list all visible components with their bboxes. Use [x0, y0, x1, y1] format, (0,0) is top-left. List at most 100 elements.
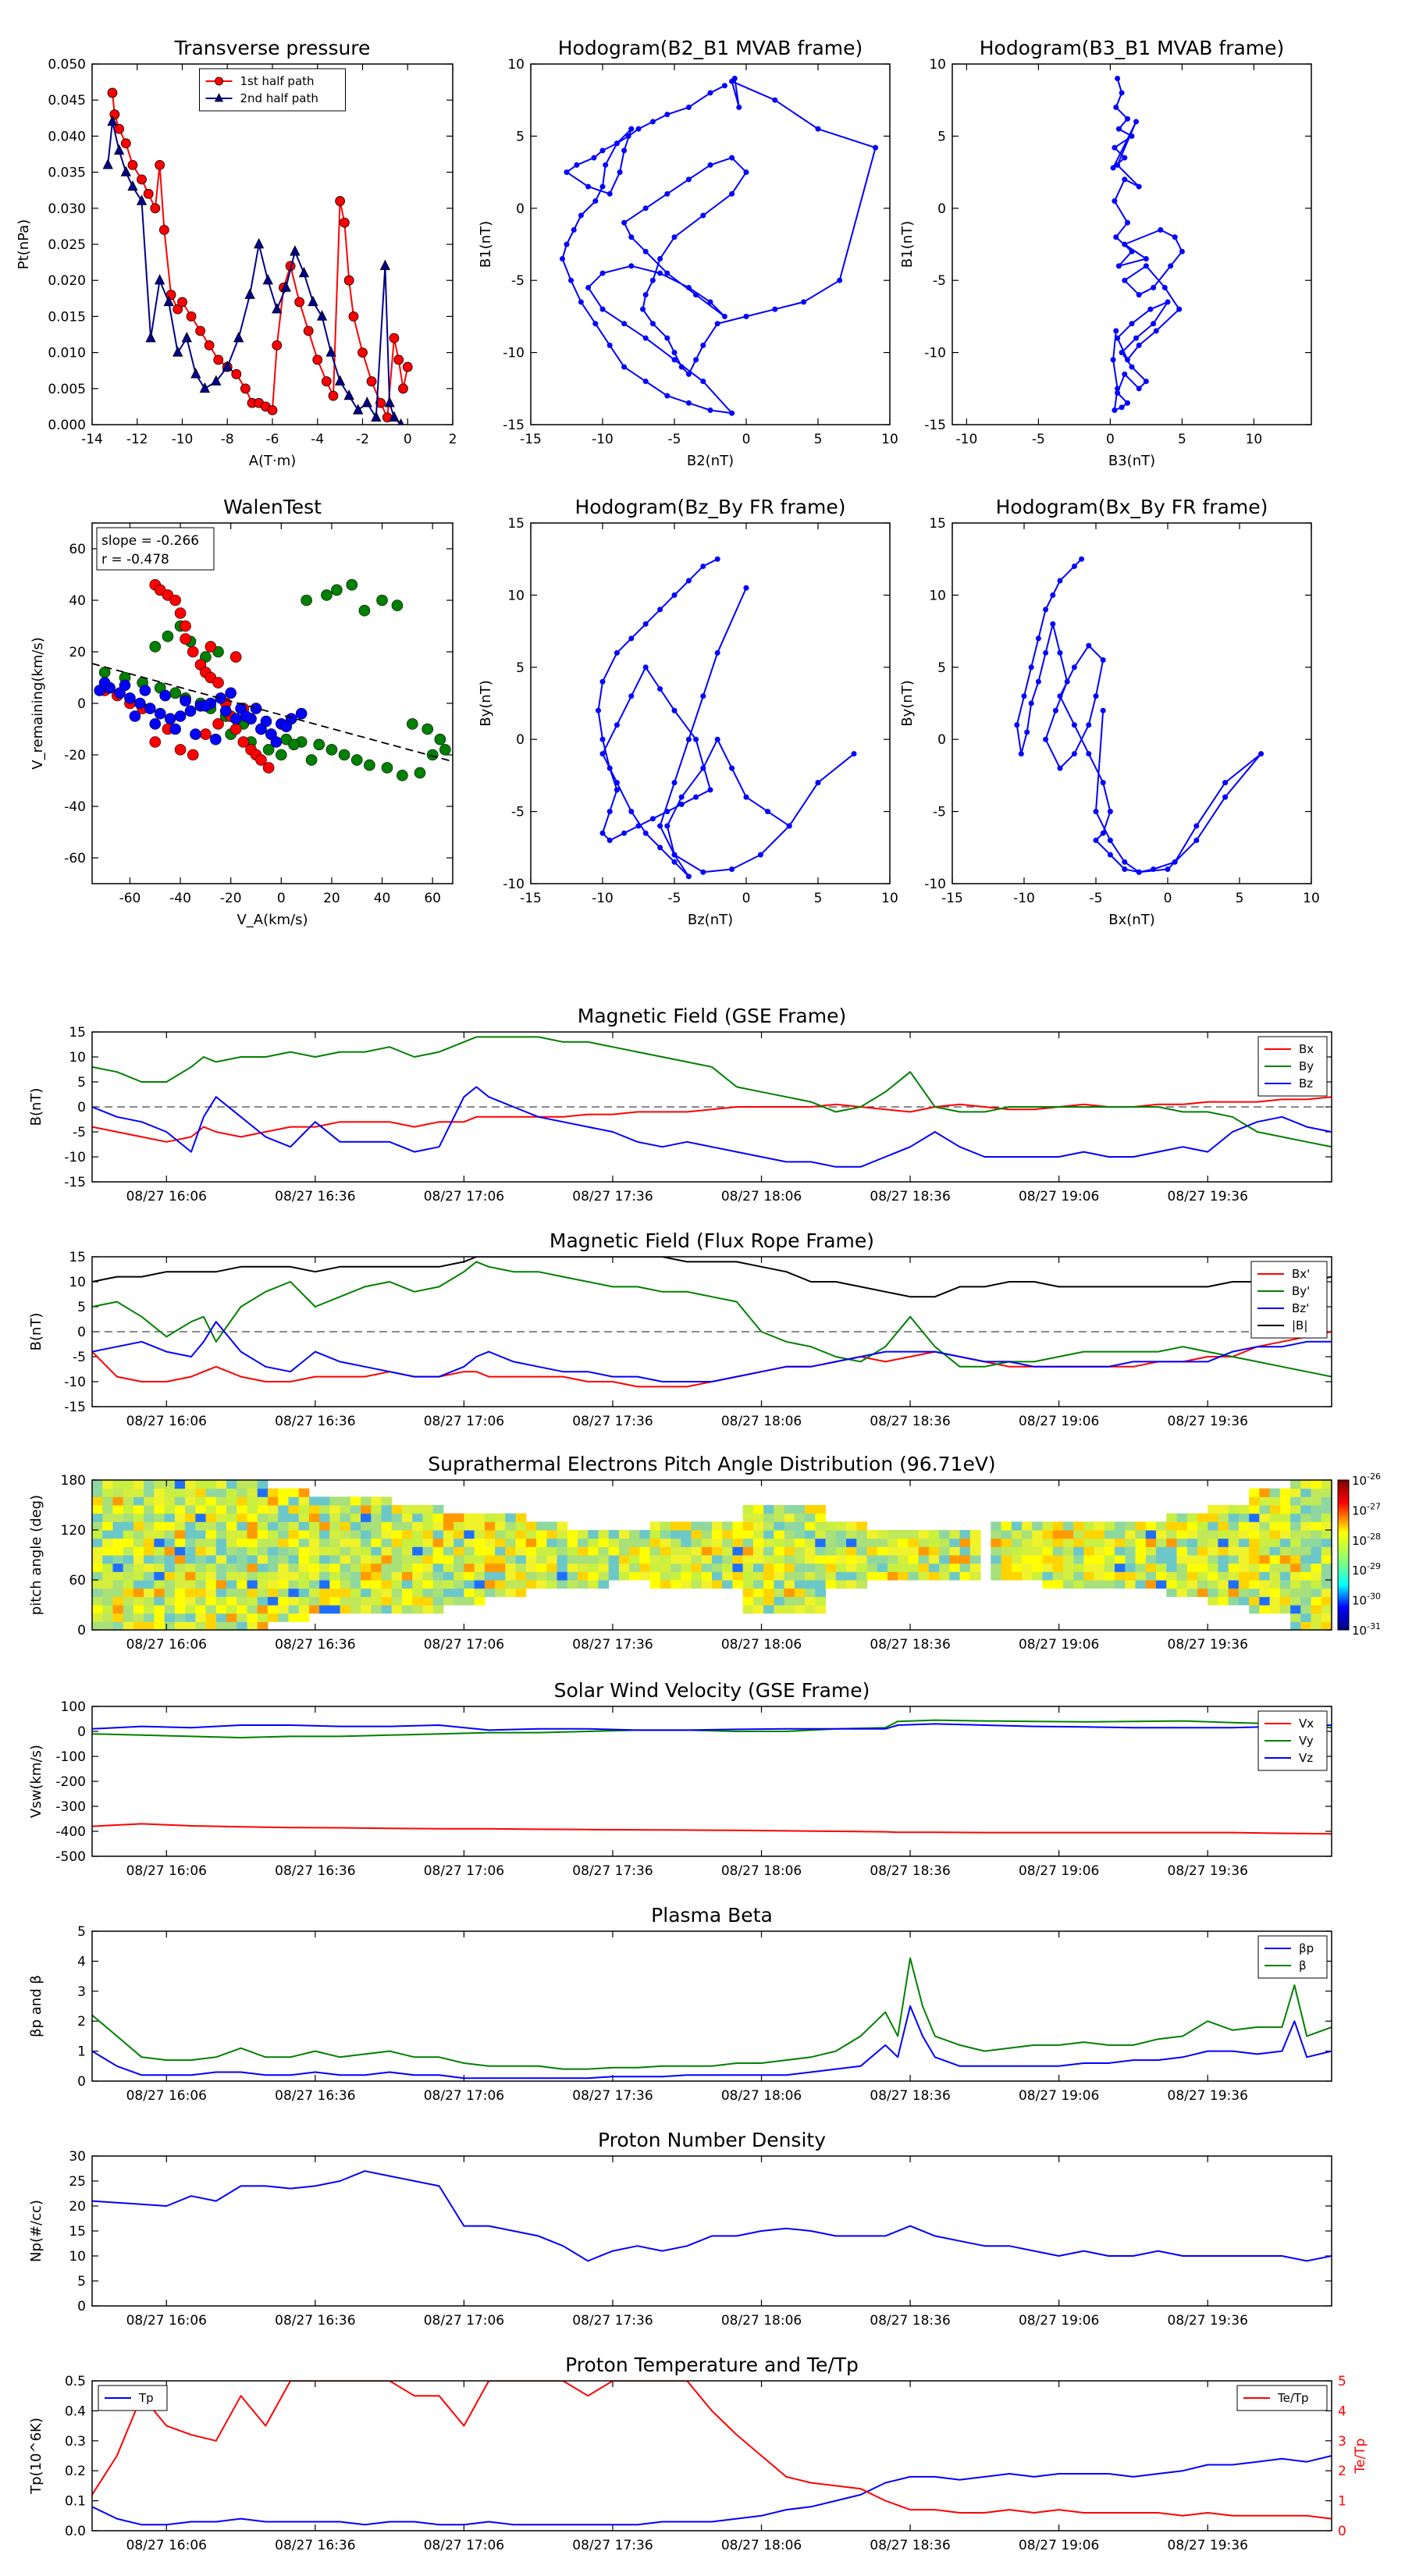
hodogram-point	[1112, 198, 1118, 205]
heatmap-cell	[226, 1580, 237, 1589]
heatmap-cell	[1083, 1546, 1095, 1556]
heatmap-cell	[835, 1521, 847, 1531]
plot-border	[91, 1031, 1332, 1183]
heatmap-cell	[340, 1546, 351, 1556]
y-tick-label: 10	[507, 588, 525, 603]
heatmap-cell	[1249, 1496, 1260, 1506]
hodogram-point	[1124, 357, 1130, 363]
heatmap-cell	[1259, 1513, 1271, 1522]
heatmap-cell	[308, 1496, 320, 1506]
heatmap-cell	[278, 1546, 289, 1556]
heatmap-cell	[1166, 1546, 1177, 1556]
hodogram-point	[599, 736, 606, 742]
heatmap-cell	[805, 1505, 816, 1514]
y-tick-label: 10	[929, 588, 946, 603]
heatmap-cell	[949, 1546, 961, 1556]
heatmap-cell	[154, 1521, 165, 1531]
heatmap-cell	[1135, 1580, 1147, 1589]
heatmap-cell	[1259, 1530, 1271, 1539]
heatmap-cell	[495, 1571, 506, 1581]
heatmap-cell	[939, 1546, 950, 1556]
heatmap-cell	[288, 1505, 300, 1514]
heatmap-cell	[495, 1521, 506, 1531]
heatmap-cell	[1300, 1613, 1312, 1622]
hodogram-point	[700, 342, 706, 348]
heatmap-cell	[1228, 1555, 1240, 1564]
heatmap-cell	[1259, 1505, 1271, 1514]
x-tick-label: 08/27 16:06	[126, 2313, 207, 2329]
heatmap-cell	[288, 1563, 300, 1572]
y-axis-label: βp and β	[28, 1975, 44, 2037]
heatmap-cell	[164, 1480, 176, 1489]
heatmap-cell	[525, 1555, 537, 1564]
heatmap-cell	[908, 1546, 919, 1556]
hodogram-point	[657, 686, 663, 692]
heatmap-cell	[1238, 1538, 1250, 1547]
heatmap-cell	[474, 1588, 486, 1597]
heatmap-cell	[340, 1555, 351, 1564]
hodogram-point	[1122, 866, 1128, 873]
y-tick-label: -5	[933, 805, 946, 820]
heatmap-cell	[123, 1505, 134, 1514]
heatmap-cell	[102, 1571, 113, 1581]
heatmap-cell	[1032, 1530, 1043, 1539]
heatmap-cell	[670, 1538, 681, 1547]
heatmap-cell	[164, 1488, 176, 1497]
heatmap-cell	[991, 1571, 1002, 1581]
heatmap-cell	[1104, 1546, 1115, 1556]
heatmap-cell	[123, 1546, 134, 1556]
y-tick-label: 5	[937, 129, 946, 144]
walen-point-red	[262, 762, 275, 774]
heatmap-cell	[515, 1513, 527, 1522]
heatmap-cell	[164, 1530, 176, 1539]
heatmap-cell	[308, 1530, 320, 1539]
heatmap-cell	[133, 1505, 144, 1514]
heatmap-cell	[412, 1538, 423, 1547]
heatmap-cell	[1218, 1513, 1229, 1522]
heatmap-cell	[340, 1513, 351, 1522]
heatmap-cell	[1238, 1555, 1250, 1564]
heatmap-cell	[887, 1563, 898, 1572]
heatmap-cell	[1249, 1546, 1260, 1556]
x-tick-label: 60	[424, 891, 441, 906]
data-point-triangle	[114, 144, 125, 155]
heatmap-cell	[154, 1546, 165, 1556]
heatmap-cell	[752, 1505, 764, 1514]
heatmap-cell	[1259, 1596, 1271, 1606]
hodogram-point	[642, 664, 649, 671]
y-tick-label: 0.010	[48, 346, 86, 361]
series-line-Bz'	[92, 1321, 1332, 1382]
heatmap-cell	[969, 1571, 981, 1581]
heatmap-cell	[257, 1563, 269, 1572]
heatmap-cell	[1073, 1555, 1084, 1564]
heatmap-cell	[215, 1580, 227, 1589]
heatmap-cell	[432, 1505, 444, 1514]
heatmap-cell	[422, 1546, 434, 1556]
hodogram-point	[606, 838, 613, 844]
heatmap-cell	[112, 1538, 124, 1547]
hodogram-point	[1136, 386, 1142, 392]
legend: Te/Tp	[1236, 2385, 1328, 2411]
heatmap-cell	[92, 1546, 103, 1556]
heatmap-cell	[278, 1605, 289, 1614]
heatmap-cell	[215, 1513, 227, 1522]
heatmap-cell	[381, 1580, 393, 1589]
x-tick-label: 08/27 19:36	[1168, 1414, 1248, 1429]
walen-point-red	[205, 641, 217, 653]
hodogram-point	[1158, 227, 1164, 233]
heatmap-cell	[205, 1605, 217, 1614]
y-tick-label: -15	[503, 418, 525, 433]
heatmap-cell	[639, 1555, 651, 1564]
heatmap-cell	[866, 1538, 878, 1547]
x-tick-label: 08/27 19:06	[1019, 2538, 1099, 2553]
heatmap-cell	[267, 1538, 279, 1547]
heatmap-cell	[185, 1596, 196, 1606]
heatmap-cell	[1218, 1596, 1229, 1606]
heatmap-cell	[340, 1588, 351, 1597]
heatmap-cell	[174, 1588, 186, 1597]
heatmap-cell	[112, 1513, 124, 1522]
data-point-triangle	[190, 368, 201, 379]
heatmap-cell	[784, 1563, 795, 1572]
heatmap-cell	[660, 1546, 671, 1556]
